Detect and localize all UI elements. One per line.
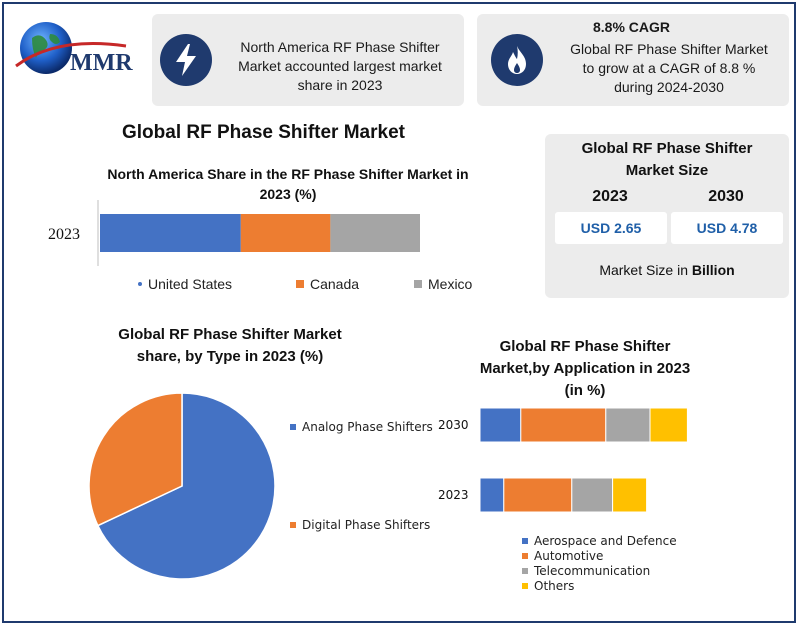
- logo-text: MMR: [70, 50, 133, 76]
- chart3-legend-item: Others: [522, 579, 574, 593]
- card2-line: to grow at a CAGR of 8.8 %: [582, 60, 756, 76]
- card1-line: North America RF Phase Shifter: [240, 39, 440, 55]
- market-size-card: Global RF Phase Shifter Market Size 2023…: [545, 134, 789, 298]
- footer-unit: Billion: [691, 262, 735, 278]
- legend-label: Canada: [310, 276, 360, 292]
- chart1-title: North America Share in the RF Phase Shif…: [90, 164, 486, 204]
- market-size-title-line: Market Size: [625, 162, 709, 179]
- chart2-title-line: Global RF Phase Shifter Market: [118, 326, 342, 343]
- chart1-title-line: 2023 (%): [259, 186, 317, 202]
- chart2-pie-chart: [88, 392, 276, 580]
- chart3-bar-segment: [479, 477, 505, 513]
- market-size-title: Global RF Phase Shifter Market Size: [545, 138, 789, 182]
- chart1-category-label: 2023: [48, 226, 80, 243]
- footer-prefix: Market Size in: [599, 262, 692, 278]
- chart1-legend-item: Canada: [296, 276, 359, 292]
- legend-swatch: [522, 553, 528, 559]
- card1-line: Market accounted largest market: [238, 58, 442, 74]
- chart3-bar-segment: [605, 407, 651, 443]
- card1-line: share in 2023: [297, 77, 383, 93]
- chart3-bar-segment: [503, 477, 573, 513]
- market-size-title-line: Global RF Phase Shifter: [581, 140, 753, 157]
- chart3-bar-segment: [571, 477, 614, 513]
- card2-line: during 2024-2030: [614, 79, 724, 95]
- chart3-category-label: 2030: [438, 418, 469, 432]
- legend-label: Automotive: [534, 549, 604, 563]
- chart2-legend-item: Digital Phase Shifters: [290, 518, 430, 532]
- chart2-pie-slice: [96, 392, 276, 580]
- chart1-legend-item: United States: [138, 276, 232, 292]
- market-size-footer: Market Size in Billion: [545, 262, 789, 278]
- chart3-legend-item: Automotive: [522, 549, 603, 563]
- year-2023-label: 2023: [592, 188, 628, 205]
- lightning-bolt-icon: [160, 34, 212, 86]
- flame-icon: [491, 34, 543, 86]
- legend-swatch: [290, 424, 296, 430]
- chart2-title: Global RF Phase Shifter Market share, by…: [80, 324, 380, 368]
- legend-swatch: [522, 568, 528, 574]
- card2-line: Global RF Phase Shifter Market: [570, 41, 768, 57]
- chart3-legend-item: Telecommunication: [522, 564, 650, 578]
- chart1-title-line: North America Share in the RF Phase Shif…: [107, 166, 469, 182]
- legend-swatch: [290, 522, 296, 528]
- cagr-title: 8.8% CAGR: [593, 19, 671, 35]
- info-card-north-america: North America RF Phase Shifter Market ac…: [152, 14, 464, 106]
- chart1-legend-item: Mexico: [414, 276, 472, 292]
- chart3-title-line: (in %): [564, 382, 606, 399]
- legend-label: Digital Phase Shifters: [302, 518, 431, 532]
- legend-swatch: [522, 538, 528, 544]
- legend-label: Mexico: [428, 276, 473, 292]
- value-2030: USD 4.78: [671, 212, 783, 244]
- value-2023: USD 2.65: [555, 212, 667, 244]
- chart3-title: Global RF Phase Shifter Market,by Applic…: [450, 336, 720, 402]
- legend-label: Aerospace and Defence: [534, 534, 677, 548]
- chart3-title-line: Global RF Phase Shifter: [499, 338, 671, 355]
- chart3-category-label: 2023: [438, 488, 469, 502]
- chart2-title-line: share, by Type in 2023 (%): [136, 348, 324, 365]
- chart3-bar-chart: 2030 2023: [438, 407, 688, 513]
- legend-swatch: [414, 280, 422, 288]
- legend-swatch: [522, 583, 528, 589]
- main-title: Global RF Phase Shifter Market: [122, 122, 405, 143]
- info-card-cagr: 8.8% CAGR Global RF Phase Shifter Market…: [477, 14, 789, 106]
- legend-label: Others: [534, 579, 575, 593]
- chart2-legend-item: Analog Phase Shifters: [290, 420, 433, 434]
- chart1-bar-segment: [240, 214, 331, 252]
- chart3-legend-item: Aerospace and Defence: [522, 534, 677, 548]
- legend-label: United States: [148, 276, 233, 292]
- chart3-title-line: Market,by Application in 2023: [479, 360, 691, 377]
- chart3-bar-segment: [479, 407, 522, 443]
- chart2-pie-slice: [88, 392, 183, 527]
- legend-label: Analog Phase Shifters: [302, 420, 433, 434]
- legend-swatch: [138, 282, 142, 286]
- card1-text: North America RF Phase Shifter Market ac…: [220, 38, 460, 95]
- chart3-bar-segment: [520, 407, 607, 443]
- legend-swatch: [296, 280, 304, 288]
- chart1-bar-segment: [330, 214, 420, 252]
- mmr-logo: MMR: [14, 16, 144, 86]
- chart1-bar-segment: [100, 214, 241, 252]
- globe-icon: [15, 22, 127, 74]
- chart3-bar-segment: [649, 407, 688, 443]
- card2-text: 8.8% CAGR Global RF Phase Shifter Market…: [553, 18, 785, 97]
- legend-label: Telecommunication: [534, 564, 651, 578]
- year-2030-label: 2030: [708, 188, 744, 205]
- chart3-bar-segment: [612, 477, 648, 513]
- chart1-bar-chart: 2023: [48, 200, 420, 266]
